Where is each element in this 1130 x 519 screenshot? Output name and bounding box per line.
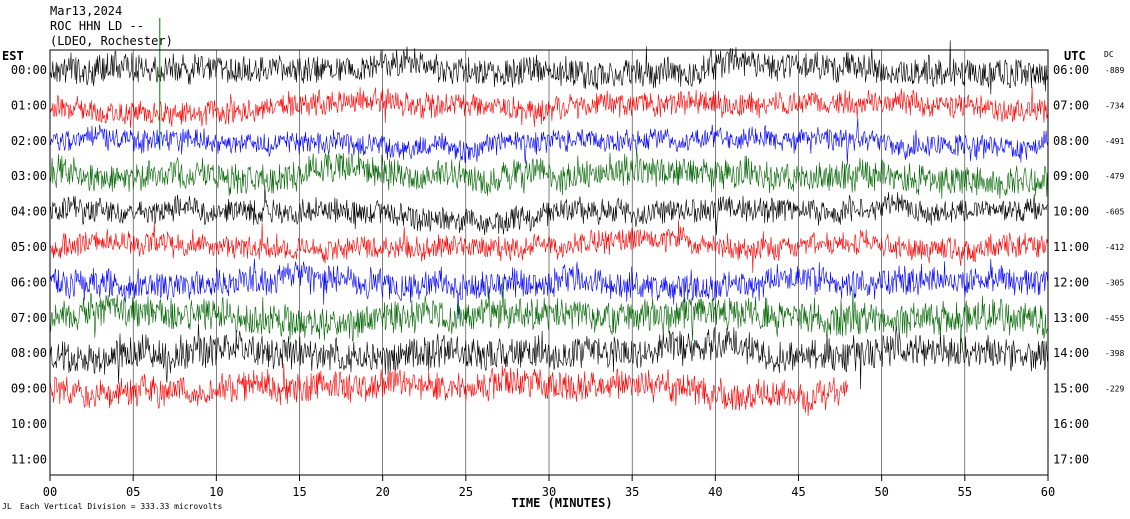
row-label-est: 02:00 <box>11 134 47 148</box>
header-location: (LDEO, Rochester) <box>50 34 173 48</box>
row-label-utc: 07:00 <box>1053 98 1089 112</box>
trace-row-1400 <box>49 323 1048 390</box>
right-timezone-label: UTC <box>1064 49 1086 63</box>
header-date: Mar13,2024 <box>50 4 122 18</box>
row-label-utc: 12:00 <box>1053 275 1089 289</box>
row-label-dc: -412 <box>1105 243 1124 252</box>
row-label-utc: 10:00 <box>1053 205 1089 219</box>
trace-row-0700 <box>49 86 1048 129</box>
x-tick-label: 05 <box>126 485 140 499</box>
row-label-dc: -305 <box>1105 278 1124 287</box>
x-tick-label: 25 <box>459 485 473 499</box>
row-label-est: 10:00 <box>11 417 47 431</box>
x-tick-label: 10 <box>209 485 223 499</box>
x-axis-ticks: 00 05 10 15 20 25 30 35 40 45 50 55 60 <box>43 475 1055 499</box>
trace-row-1000 <box>49 185 1048 236</box>
row-label-est: 05:00 <box>11 240 47 254</box>
row-label-utc: 08:00 <box>1053 134 1089 148</box>
x-tick-label: 20 <box>375 485 389 499</box>
row-label-utc: 06:00 <box>1053 63 1089 77</box>
header-station: ROC HHN LD -- <box>50 19 144 33</box>
trace-rows <box>49 18 1048 417</box>
row-label-est: 07:00 <box>11 311 47 325</box>
row-label-utc: 13:00 <box>1053 311 1089 325</box>
scale-footnote: Each Vertical Division = 333.33 microvol… <box>20 502 222 511</box>
trace-row-0600 <box>49 40 1048 95</box>
row-label-est: 00:00 <box>11 63 47 77</box>
x-tick-label: 45 <box>791 485 805 499</box>
row-label-est: 11:00 <box>11 452 47 466</box>
row-label-dc: -734 <box>1105 101 1124 110</box>
x-tick-label: 00 <box>43 485 57 499</box>
row-label-est: 08:00 <box>11 346 47 360</box>
row-label-utc: 16:00 <box>1053 417 1089 431</box>
x-tick-label: 30 <box>542 485 556 499</box>
row-label-utc: 14:00 <box>1053 346 1089 360</box>
trace-row-0800 <box>49 117 1048 165</box>
x-tick-label: 55 <box>958 485 972 499</box>
x-tick-label: 60 <box>1041 485 1055 499</box>
trace-row-1200 <box>49 258 1048 320</box>
left-timezone-label: EST <box>2 49 24 63</box>
row-label-est: 03:00 <box>11 169 47 183</box>
row-labels: 00:00 06:00 -889 01:00 07:00 -734 02:00 08:00 -4… <box>11 63 1125 466</box>
row-label-dc: -398 <box>1105 349 1124 358</box>
trace-row-0900 <box>49 148 1048 199</box>
row-label-est: 01:00 <box>11 98 47 112</box>
trace-row-1500 <box>49 363 849 417</box>
row-label-dc: -229 <box>1105 385 1124 394</box>
row-label-utc: 15:00 <box>1053 382 1089 396</box>
row-label-dc: -491 <box>1105 137 1124 146</box>
x-tick-label: 40 <box>708 485 722 499</box>
row-label-dc: -455 <box>1105 314 1124 323</box>
row-label-utc: 09:00 <box>1053 169 1089 183</box>
dc-header-label: DC <box>1104 50 1114 59</box>
x-tick-label: 15 <box>292 485 306 499</box>
row-label-est: 06:00 <box>11 275 47 289</box>
scale-footnote-mark: JL <box>2 502 12 511</box>
x-tick-label: 50 <box>874 485 888 499</box>
row-label-dc: -889 <box>1105 66 1124 75</box>
trace-row-1300 <box>49 277 1048 354</box>
x-tick-label: 35 <box>625 485 639 499</box>
trace-row-1100 <box>49 219 1048 274</box>
row-label-utc: 17:00 <box>1053 452 1089 466</box>
row-label-utc: 11:00 <box>1053 240 1089 254</box>
row-label-est: 04:00 <box>11 205 47 219</box>
row-label-dc: -605 <box>1105 208 1124 217</box>
row-label-est: 09:00 <box>11 382 47 396</box>
x-axis-title: TIME (MINUTES) <box>511 496 612 510</box>
row-label-dc: -479 <box>1105 172 1124 181</box>
